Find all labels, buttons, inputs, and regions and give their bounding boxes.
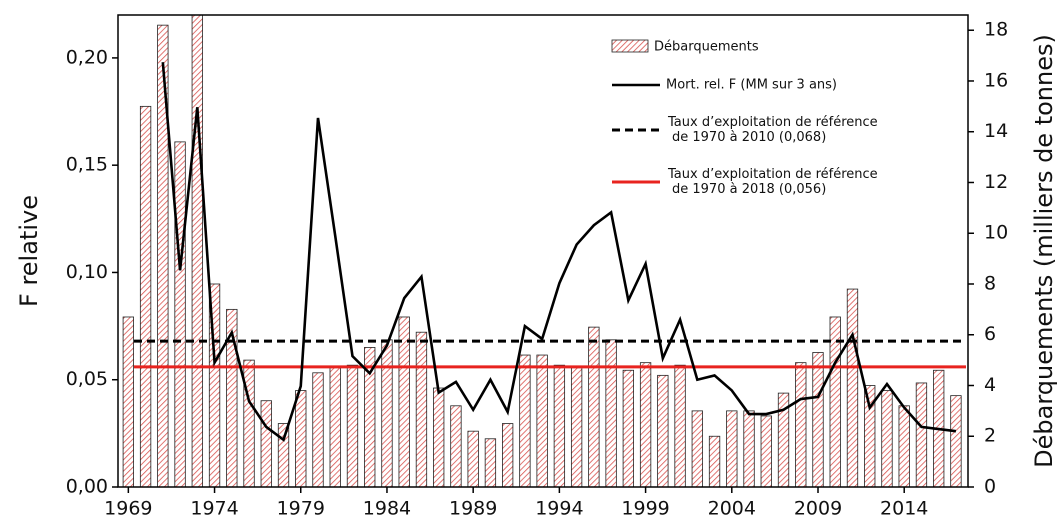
x-tick-label: 1999 [621, 498, 669, 520]
y2-tick-label: 16 [984, 69, 1008, 91]
bar [760, 415, 772, 487]
bar [588, 326, 600, 487]
bar [450, 405, 462, 487]
bar [433, 387, 445, 487]
bar [553, 364, 566, 487]
y-axis-label: F relative [15, 195, 43, 307]
y2-tick-label: 2 [984, 425, 996, 447]
bar [364, 347, 376, 487]
legend-label: Taux d’exploitation de référence de 1970 … [667, 115, 878, 145]
y2-tick-label: 8 [984, 272, 996, 294]
legend-swatch [611, 39, 649, 53]
bar [122, 316, 134, 487]
bar [639, 362, 652, 487]
y-tick-label: 0,15 [66, 154, 108, 176]
legend-label: Mort. rel. F (MM sur 3 ans) [666, 78, 837, 93]
legend-label: Débarquements [654, 40, 759, 55]
bar [381, 339, 393, 487]
y2-tick-label: 14 [984, 120, 1008, 142]
line-series [161, 62, 957, 442]
bar [726, 410, 738, 487]
bar [708, 435, 721, 487]
bar [536, 354, 548, 487]
y2-tick-label: 4 [984, 374, 996, 396]
y2-axis-label: Débarquements (milliers de tonnes) [1030, 34, 1058, 468]
bar [812, 352, 824, 487]
y2-tick-label: 18 [984, 19, 1008, 41]
bar [864, 385, 876, 487]
bar [605, 339, 617, 487]
y-tick-label: 0,05 [66, 368, 108, 390]
bar [346, 364, 359, 487]
x-tick-label: 1969 [104, 498, 152, 520]
bar [502, 423, 514, 487]
y2-tick-label: 10 [984, 222, 1008, 244]
bar [795, 362, 807, 487]
bar [139, 105, 152, 487]
bar [846, 288, 859, 487]
y2-tick-label: 6 [984, 323, 996, 345]
bar [674, 364, 686, 487]
y-tick-label: 0,00 [66, 476, 108, 498]
bar [519, 354, 531, 487]
bar [191, 15, 203, 487]
plot-frame [117, 14, 969, 488]
x-tick-label: 1979 [277, 498, 325, 520]
x-tick-label: 1989 [449, 498, 497, 520]
y2-tick-label: 12 [984, 171, 1008, 193]
x-tick-label: 1994 [535, 498, 583, 520]
bar [915, 382, 928, 487]
bar [657, 374, 669, 487]
bar [174, 141, 186, 487]
bar [208, 283, 221, 487]
x-tick-label: 2004 [708, 498, 756, 520]
bar [881, 390, 893, 487]
bar [295, 390, 307, 487]
bar [570, 367, 583, 487]
x-tick-label: 1974 [190, 498, 238, 520]
bar [622, 369, 634, 487]
y2-tick-label: 0 [984, 476, 996, 498]
bar [243, 359, 255, 487]
bar [260, 400, 272, 487]
bar [898, 405, 910, 487]
bar [467, 430, 479, 487]
bar [312, 372, 324, 487]
plot [122, 15, 966, 487]
bar [329, 367, 341, 487]
y-tick-label: 0,10 [66, 261, 108, 283]
bar [277, 423, 290, 487]
x-tick-label: 2009 [794, 498, 842, 520]
bar [691, 410, 703, 487]
x-tick-label: 2014 [880, 498, 928, 520]
bar [950, 395, 962, 487]
bar [484, 438, 497, 487]
bar [226, 308, 238, 487]
x-tick-label: 1984 [363, 498, 411, 520]
legend-label: Taux d’exploitation de référence de 1970 … [667, 167, 878, 197]
bar [743, 410, 755, 487]
bar [415, 331, 428, 487]
y-tick-label: 0,20 [66, 46, 108, 68]
